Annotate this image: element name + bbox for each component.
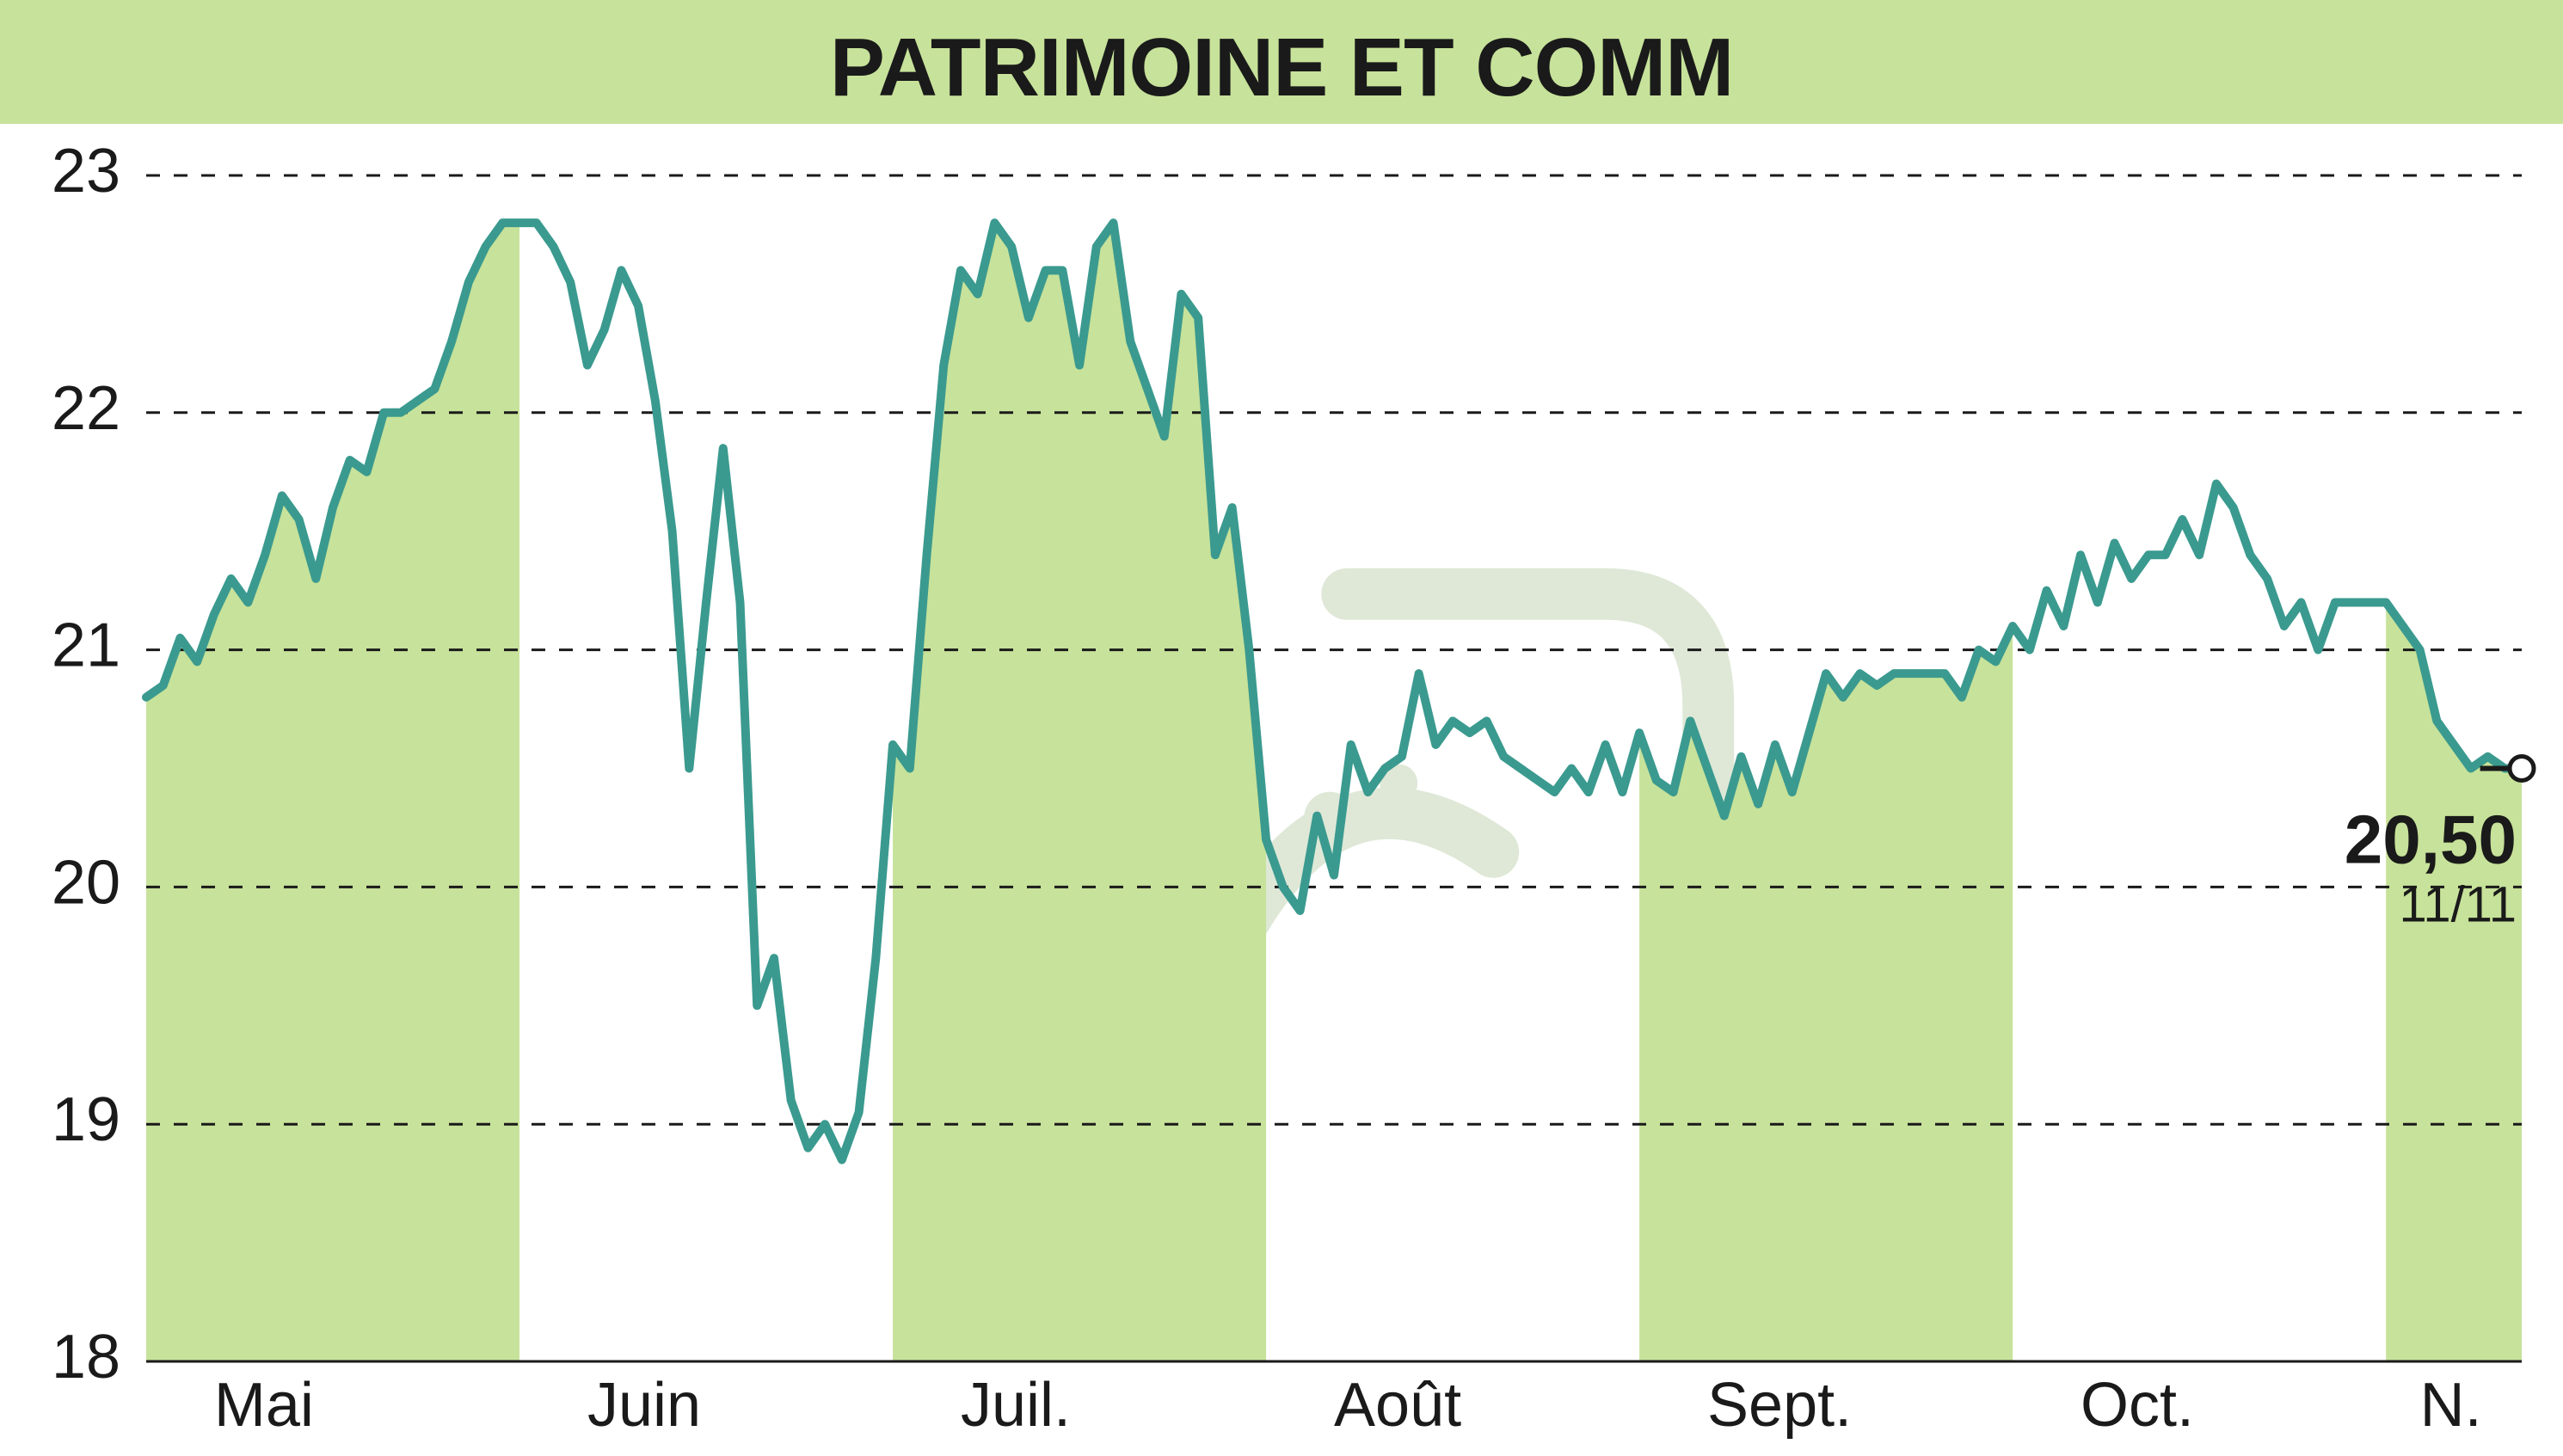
y-axis-tick-label: 21 — [52, 611, 120, 680]
y-axis-tick-label: 19 — [52, 1085, 120, 1154]
x-axis-tick-label: Août — [1334, 1371, 1461, 1440]
y-axis-tick-label: 20 — [52, 848, 120, 917]
x-axis-tick-label: Mai — [214, 1371, 314, 1440]
last-date-label: 11/11 — [2399, 877, 2517, 933]
chart-title-bar: PATRIMOINE ET COMM — [0, 0, 2563, 124]
x-axis-tick-label: Juin — [587, 1371, 701, 1440]
y-axis-tick-label: 18 — [52, 1323, 120, 1391]
y-axis-tick-label: 23 — [52, 137, 120, 206]
x-axis-tick-label: N. — [2420, 1371, 2482, 1440]
last-point-marker — [2510, 757, 2534, 781]
chart-title: PATRIMOINE ET COMM — [830, 22, 1733, 114]
y-axis-tick-label: 22 — [52, 374, 120, 443]
price-chart-svg: 18 19 20 21 22 23 Mai Juin Juil. Août Sept. Oct. N. 2… — [0, 124, 2563, 1456]
x-axis-tick-label: Oct. — [2081, 1371, 2194, 1440]
x-axis-tick-label: Sept. — [1707, 1371, 1852, 1440]
x-axis-tick-label: Juil. — [961, 1371, 1071, 1440]
last-value-label: 20,50 — [2345, 802, 2517, 878]
chart-area: 18 19 20 21 22 23 Mai Juin Juil. Août Sept. Oct. N. 2… — [0, 124, 2563, 1456]
